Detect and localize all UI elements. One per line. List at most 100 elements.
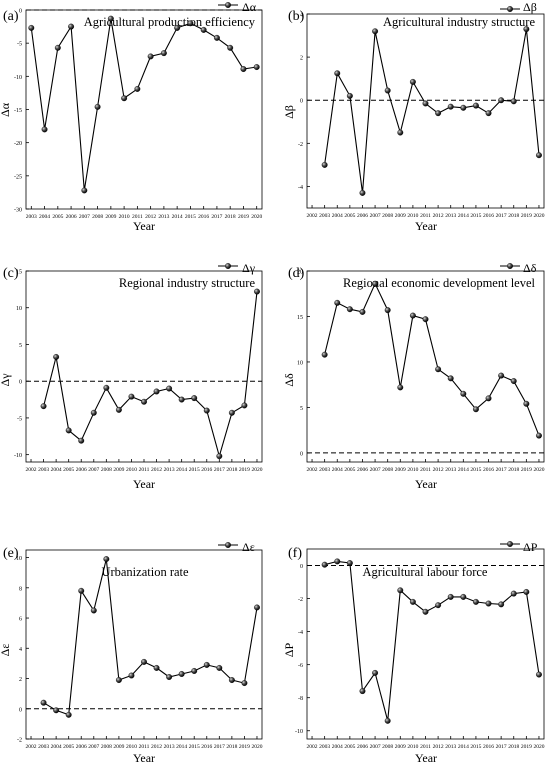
x-tick-label: 2005 — [52, 214, 63, 220]
legend-label: Δγ — [242, 261, 256, 275]
panel-label: (a) — [3, 9, 19, 24]
x-tick-label: 2005 — [344, 467, 355, 473]
x-tick-label: 2008 — [101, 744, 112, 750]
data-point — [141, 658, 147, 665]
y-tick-label: -5 — [17, 42, 22, 48]
data-point — [447, 103, 454, 110]
x-tick-label: 2008 — [382, 744, 393, 750]
data-point — [359, 189, 366, 196]
data-point — [498, 601, 505, 608]
x-tick-label: 2014 — [458, 467, 469, 473]
data-point — [435, 602, 442, 609]
data-point — [254, 288, 260, 295]
data-point — [78, 587, 85, 594]
y-tick-label: 4 — [19, 647, 22, 653]
x-tick-label: 2012 — [145, 214, 156, 220]
y-tick-label: 0 — [300, 99, 303, 105]
x-tick-label: 2004 — [332, 744, 343, 750]
x-tick-label: 2008 — [101, 467, 112, 473]
data-point — [485, 110, 492, 117]
data-point — [53, 707, 60, 714]
data-point — [536, 152, 542, 159]
x-tick-label: 2005 — [63, 744, 74, 750]
data-point — [485, 600, 492, 607]
data-point — [166, 385, 173, 392]
x-axis-label: Year — [415, 477, 437, 491]
x-tick-label: 2012 — [433, 213, 444, 219]
data-point — [422, 316, 429, 323]
data-point — [472, 598, 479, 605]
x-tick-label: 2018 — [226, 744, 237, 750]
x-tick-label: 2011 — [420, 467, 431, 473]
data-point — [435, 110, 442, 117]
plot-frame — [25, 270, 263, 463]
x-tick-label: 2019 — [239, 467, 250, 473]
data-point — [166, 674, 173, 680]
x-axis-label: Year — [415, 219, 437, 233]
data-point — [422, 608, 429, 615]
y-tick-label: 0 — [19, 9, 22, 15]
series-line — [324, 560, 540, 721]
x-tick-label: 2015 — [470, 213, 481, 219]
series-line — [43, 558, 258, 716]
x-tick-label: 2014 — [176, 467, 187, 473]
x-tick-label: 2007 — [370, 467, 381, 473]
data-point — [115, 677, 122, 683]
x-tick-label: 2020 — [251, 214, 262, 220]
data-point — [81, 187, 88, 194]
x-tick-label: 2012 — [151, 467, 162, 473]
x-tick-label: 2004 — [332, 467, 343, 473]
x-tick-label: 2013 — [445, 744, 456, 750]
x-tick-label: 2014 — [458, 213, 469, 219]
y-tick-label: 15 — [16, 270, 22, 276]
data-point — [253, 64, 260, 70]
x-tick-label: 2017 — [496, 467, 507, 473]
y-axis-label: Δγ — [0, 373, 12, 387]
y-tick-label: -4 — [298, 630, 303, 636]
x-tick-label: 2016 — [201, 467, 212, 473]
x-tick-label: 2018 — [225, 214, 236, 220]
data-point — [160, 50, 167, 57]
legend-marker — [507, 541, 513, 547]
x-tick-label: 2017 — [214, 467, 225, 473]
data-point — [128, 393, 135, 400]
x-axis-label: Year — [133, 751, 155, 765]
data-point — [409, 78, 416, 85]
legend-label: Δδ — [523, 261, 537, 275]
panel-title: Urbanization rate — [101, 565, 189, 579]
x-tick-label: 2005 — [344, 744, 355, 750]
data-point — [216, 453, 223, 460]
y-tick-label: 10 — [16, 556, 22, 562]
x-tick-label: 2016 — [198, 214, 209, 220]
x-tick-label: 2016 — [483, 213, 494, 219]
data-point — [90, 607, 97, 614]
x-tick-label: 2009 — [105, 214, 116, 220]
y-tick-label: 2 — [300, 56, 303, 62]
data-point — [121, 95, 128, 102]
x-tick-label: 2013 — [445, 213, 456, 219]
x-tick-label: 2007 — [370, 213, 381, 219]
data-point — [460, 104, 467, 111]
data-point — [397, 129, 404, 136]
data-point — [510, 378, 517, 385]
x-tick-label: 2014 — [172, 214, 183, 220]
data-point — [321, 161, 328, 168]
data-point — [359, 688, 366, 695]
data-point — [115, 406, 122, 413]
x-tick-label: 2003 — [26, 214, 37, 220]
data-point — [134, 85, 141, 92]
y-tick-label: 10 — [16, 306, 22, 312]
data-point — [485, 395, 492, 402]
x-tick-label: 2012 — [433, 467, 444, 473]
panel-title: Agricultural labour force — [363, 565, 488, 579]
x-tick-label: 2011 — [132, 214, 143, 220]
data-point — [191, 668, 198, 674]
y-axis-label: Δα — [0, 102, 12, 117]
plot-frame — [25, 9, 263, 210]
x-tick-label: 2003 — [319, 467, 330, 473]
y-axis-label: ΔP — [282, 642, 296, 657]
x-tick-label: 2010 — [126, 744, 137, 750]
data-point — [498, 372, 505, 379]
data-point — [409, 312, 416, 319]
legend-label: Δα — [242, 0, 257, 14]
